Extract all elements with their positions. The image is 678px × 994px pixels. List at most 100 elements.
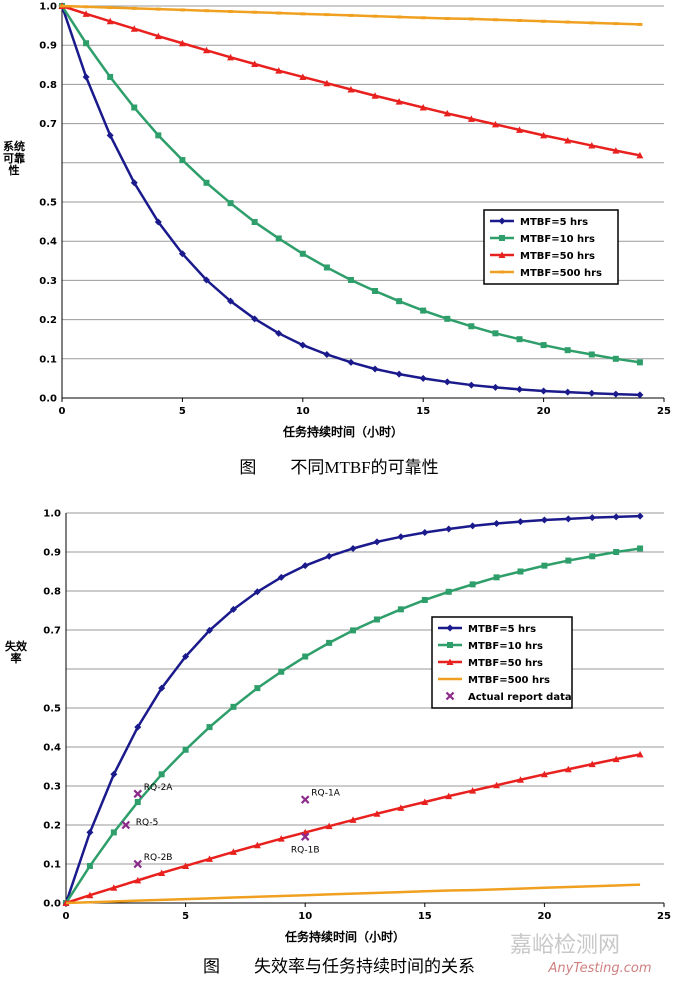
data-point xyxy=(130,25,138,32)
point-label: RQ-1B xyxy=(291,846,320,856)
data-point xyxy=(420,16,426,20)
data-point xyxy=(564,136,572,144)
data-point xyxy=(325,822,333,830)
legend-label: MTBF=500 hrs xyxy=(520,268,602,279)
data-point xyxy=(179,8,185,12)
legend-label: MTBF=10 hrs xyxy=(520,234,595,245)
data-point xyxy=(154,32,162,40)
data-point xyxy=(110,770,118,778)
data-point xyxy=(564,347,571,354)
data-point xyxy=(397,533,405,541)
data-point xyxy=(396,15,402,19)
y-tick-label: 0.1 xyxy=(39,354,57,365)
data-point xyxy=(182,653,190,661)
data-point xyxy=(443,109,451,117)
data-point xyxy=(467,115,475,122)
data-point xyxy=(420,307,427,314)
x-tick-label: 5 xyxy=(182,911,189,922)
series-line xyxy=(65,883,641,905)
data-point xyxy=(445,588,452,595)
legend-label: MTBF=500 hrs xyxy=(468,675,550,686)
y-tick-label: 0.9 xyxy=(43,548,61,559)
y-tick-label: 0.2 xyxy=(43,821,61,832)
data-point xyxy=(636,512,644,520)
y-tick-label: 0.8 xyxy=(43,587,61,598)
data-point xyxy=(491,383,499,391)
data-point xyxy=(493,781,501,789)
data-point xyxy=(349,816,357,823)
data-point xyxy=(130,179,138,187)
legend-marker xyxy=(498,217,506,225)
data-point xyxy=(229,848,237,855)
data-point xyxy=(419,374,427,382)
data-point xyxy=(612,355,619,362)
legend-marker xyxy=(445,691,455,701)
data-point xyxy=(59,4,65,8)
data-point xyxy=(444,315,451,322)
data-point xyxy=(445,525,453,533)
data-point xyxy=(179,157,186,164)
data-point xyxy=(86,862,93,869)
data-point xyxy=(86,891,94,899)
data-point xyxy=(86,828,94,836)
data-point xyxy=(395,370,403,378)
data-point xyxy=(588,351,595,358)
data-point xyxy=(230,703,237,710)
point-label: RQ-2B xyxy=(144,853,173,863)
data-point xyxy=(371,92,379,99)
data-point xyxy=(158,684,166,692)
x-axis-label: 任务持续时间（小时） xyxy=(284,929,405,944)
x-tick-label: 20 xyxy=(537,406,551,417)
data-point xyxy=(155,7,161,11)
legend-marker xyxy=(499,235,505,241)
x-tick-label: 0 xyxy=(63,911,70,922)
data-point xyxy=(613,549,620,555)
data-point xyxy=(300,832,310,841)
y-tick-label: 0.8 xyxy=(39,80,57,91)
x-tick-label: 5 xyxy=(179,406,186,417)
point-label: RQ-1A xyxy=(311,789,341,799)
legend-label: Actual report data xyxy=(468,692,572,703)
data-point xyxy=(107,6,113,10)
data-point xyxy=(397,804,405,811)
legend-label: MTBF=50 hrs xyxy=(520,251,595,262)
data-point xyxy=(588,389,596,397)
data-point xyxy=(229,605,237,613)
legend-label: MTBF=10 hrs xyxy=(468,641,543,652)
legend-marker xyxy=(446,624,454,632)
y-tick-label: 0.5 xyxy=(39,198,57,209)
data-point xyxy=(589,21,595,25)
data-point xyxy=(182,746,189,753)
data-point xyxy=(228,9,234,13)
data-point xyxy=(227,297,235,305)
data-point xyxy=(155,132,162,139)
point-label: RQ-5 xyxy=(136,818,159,828)
data-point xyxy=(373,616,380,623)
series-line xyxy=(60,5,641,364)
data-point xyxy=(347,358,355,366)
series-line xyxy=(65,753,641,905)
data-point xyxy=(565,557,572,564)
data-point xyxy=(254,685,261,692)
data-point xyxy=(468,323,475,330)
data-point xyxy=(323,350,331,358)
data-point xyxy=(396,298,403,305)
data-point xyxy=(277,835,285,842)
data-point xyxy=(323,264,330,271)
series-line xyxy=(60,5,640,397)
y-tick-label: 1.0 xyxy=(39,2,57,13)
data-point xyxy=(227,53,235,61)
data-point xyxy=(589,553,596,560)
data-point xyxy=(421,596,428,603)
data-point xyxy=(467,381,475,389)
series-line xyxy=(64,514,641,904)
data-point xyxy=(106,17,114,25)
x-tick-label: 25 xyxy=(657,406,671,417)
data-point xyxy=(206,855,214,862)
data-point xyxy=(131,104,138,111)
y-tick-label: 0.7 xyxy=(39,119,57,130)
legend-label: MTBF=50 hrs xyxy=(468,658,543,669)
data-point xyxy=(469,581,476,588)
data-point xyxy=(540,770,548,778)
